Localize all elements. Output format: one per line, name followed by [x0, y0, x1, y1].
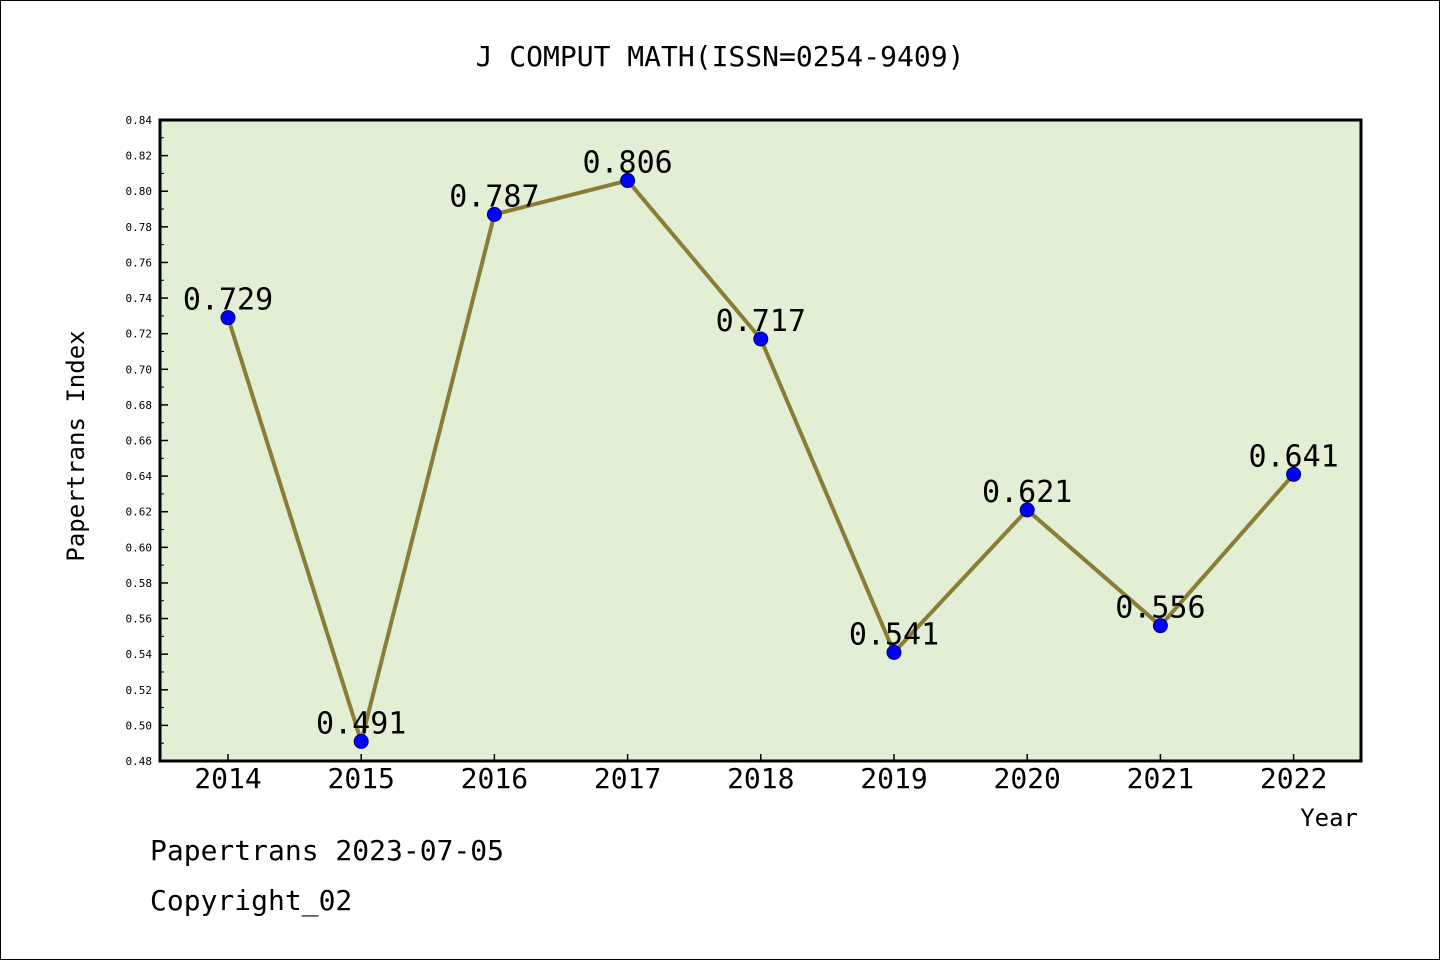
data-label: 0.556: [1115, 591, 1205, 626]
data-point: [353, 733, 369, 749]
plot-area: [160, 120, 1361, 761]
data-label: 0.806: [582, 146, 672, 181]
data-point: [886, 644, 902, 660]
data-point: [753, 331, 769, 347]
data-point: [220, 310, 236, 326]
x-axis: 2014 2015 2016 2017 2018 2019 2020 2021 2022: [194, 754, 1327, 795]
data-point: [486, 206, 502, 222]
data-label: 0.541: [849, 617, 939, 652]
y-tick-label: 0.62: [126, 506, 153, 519]
x-tick-label: 2014: [194, 762, 261, 795]
x-tick-label: 2020: [993, 762, 1060, 795]
y-tick-label: 0.80: [126, 185, 153, 198]
y-axis-label: Papertrans Index: [62, 330, 90, 561]
data-point: [1019, 502, 1035, 518]
data-label: 0.491: [316, 706, 406, 741]
plot-frame: [158, 118, 1363, 763]
data-label: 0.787: [449, 179, 539, 214]
y-tick-label: 0.60: [126, 541, 153, 554]
footer-copyright: Copyright_02: [150, 884, 353, 917]
x-tick-label: 2019: [860, 762, 927, 795]
data-label: 0.729: [183, 283, 273, 318]
y-tick-label: 0.74: [126, 292, 153, 305]
y-tick-label: 0.48: [126, 755, 153, 768]
y-tick-label: 0.66: [126, 435, 153, 448]
x-tick-label: 2017: [594, 762, 661, 795]
y-tick-label: 0.50: [126, 719, 153, 732]
y-tick-label: 0.70: [126, 363, 153, 376]
x-tick-label: 2015: [327, 762, 394, 795]
y-tick-label: 0.52: [126, 684, 153, 697]
data-label: 0.717: [716, 304, 806, 339]
y-tick-label: 0.64: [126, 470, 153, 483]
chart-title: J COMPUT MATH(ISSN=0254-9409): [476, 40, 965, 73]
y-tick-label: 0.56: [126, 613, 153, 626]
y-tick-label: 0.54: [126, 648, 153, 661]
data-point: [1286, 466, 1302, 482]
data-point: [1152, 618, 1168, 634]
data-label: 0.641: [1248, 439, 1338, 474]
footer-date: Papertrans 2023-07-05: [150, 834, 505, 867]
data-label: 0.621: [982, 475, 1072, 510]
series-layer: [220, 173, 1302, 749]
y-tick-label: 0.84: [126, 114, 153, 127]
x-tick-label: 2018: [727, 762, 794, 795]
x-tick-label: 2016: [461, 762, 528, 795]
x-axis-label: Year: [1300, 804, 1358, 832]
x-tick-label: 2022: [1260, 762, 1327, 795]
y-tick-label: 0.68: [126, 399, 153, 412]
y-tick-label: 0.72: [126, 328, 153, 341]
y-tick-label: 0.76: [126, 256, 153, 269]
x-tick-label: 2021: [1127, 762, 1194, 795]
data-point: [620, 173, 636, 189]
data-label-layer: 0.729 0.491 0.787 0.806 0.717 0.541 0.621 0.556…: [183, 146, 1339, 742]
y-tick-label: 0.58: [126, 577, 153, 590]
y-tick-label: 0.82: [126, 150, 153, 163]
y-tick-label: 0.78: [126, 221, 153, 234]
